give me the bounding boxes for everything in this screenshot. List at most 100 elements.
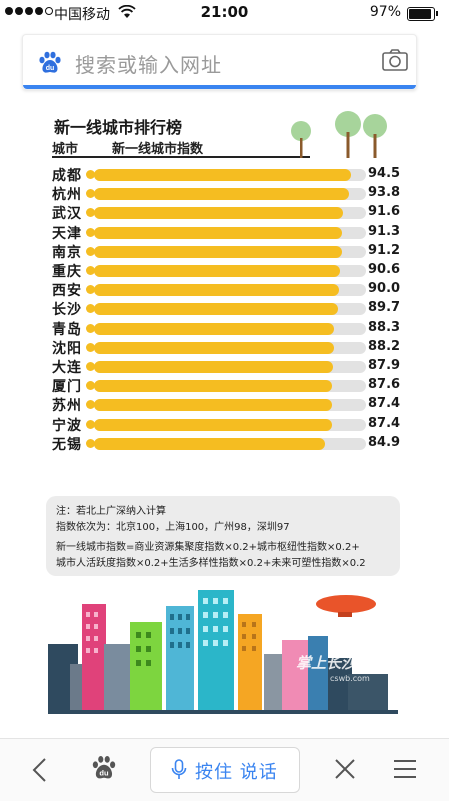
bullet-dot-icon [86,227,95,237]
ranking-row: 成都 94.5 [38,164,408,186]
index-bar [94,188,349,201]
chart-title: 新一线城市排行榜 [54,118,183,137]
tree-icon [291,121,311,158]
index-bar [94,361,333,373]
bullet-dot-icon [86,362,95,371]
city-label: 沈阳 [52,340,82,357]
index-value: 91.2 [368,242,401,258]
bullet-dot-icon [86,323,95,333]
ranking-row: 西安 90.0 [38,279,408,301]
signal-strength-icon [5,7,53,15]
city-label: 宁波 [52,417,82,434]
index-value: 94.5 [368,166,401,181]
city-label: 青岛 [52,321,82,338]
index-bar [94,437,325,450]
status-clock: 21:00 [200,3,249,21]
carrier-name: 中国移动 [54,7,110,23]
city-label: 重庆 [52,264,82,280]
tree-icon [363,114,387,158]
ranking-row: 长沙 89.7 [38,298,408,320]
city-label: 南京 [52,244,82,261]
city-label: 厦门 [52,379,82,396]
index-bar [94,284,339,297]
index-value: 93.8 [368,185,401,201]
index-bar [94,226,342,239]
ranking-row: 南京 91.2 [38,241,408,263]
ranking-row: 苏州 87.4 [38,394,408,416]
city-label: 成都 [52,168,82,184]
bullet-dot-icon [86,400,95,410]
index-bar [94,380,332,393]
microphone-icon [171,759,187,785]
ranking-row: 无锡 84.9 [38,433,408,455]
battery-percentage: 97% [369,4,401,20]
column-header-city: 城市 [52,142,79,157]
index-bar [94,418,332,431]
watermark-url: cswb.com [330,674,370,683]
index-bar [94,245,342,258]
index-value: 88.2 [368,338,401,354]
ranking-row: 厦门 87.6 [38,375,408,397]
menu-icon[interactable] [393,759,417,783]
baidu-home-icon[interactable]: du [90,755,118,785]
voice-input-button[interactable]: 按住 说话 [150,747,300,793]
bullet-dot-icon [86,170,95,179]
index-value: 87.9 [368,358,401,373]
note-line: 指数依次为：北京100，上海100，广州98，深圳97 [56,522,290,533]
bullet-dot-icon [86,342,95,352]
formula-line: 城市人活跃度指数×0.2+生活多样性指数×0.2+未来可塑性指数×0.2 [56,558,366,569]
city-label: 天津 [52,225,82,242]
bullet-dot-icon [86,266,95,275]
bullet-dot-icon [86,438,95,448]
city-label: 无锡 [52,436,82,453]
index-bar [94,207,343,220]
close-icon[interactable] [334,758,356,784]
city-skyline-illustration [48,590,398,714]
svg-text:du: du [46,65,55,72]
index-value: 84.9 [368,434,401,450]
index-bar [94,169,351,181]
ranking-row: 沈阳 88.2 [38,337,408,359]
status-bar: 中国移动 21:00 97% [0,0,449,26]
note-line: 注：若北上广深纳入计算 [56,506,166,517]
index-value: 87.6 [368,377,401,393]
index-bar [94,265,340,277]
bullet-dot-icon [86,246,95,256]
index-value: 90.6 [368,262,401,277]
index-value: 89.7 [368,300,401,316]
bullet-dot-icon [86,285,95,295]
notes-box: 注：若北上广深纳入计算 指数依次为：北京100，上海100，广州98，深圳97 … [46,496,400,576]
index-bar [94,399,332,412]
ranking-row: 武汉 91.6 [38,202,408,224]
index-value: 90.0 [368,281,401,297]
index-value: 87.4 [368,415,401,431]
ranking-row: 大连 87.9 [38,356,408,378]
back-icon[interactable] [30,757,50,787]
search-progress-bar [23,85,416,89]
bullet-dot-icon [86,189,95,199]
infographic-image: 新一线城市排行榜 城市 新一线城市指数 成都 94.5 杭州 93.8 武汉 91.6 天津… [38,104,408,716]
ranking-row: 青岛 88.3 [38,318,408,340]
bullet-dot-icon [86,419,95,429]
index-value: 91.3 [368,223,401,239]
index-bar [94,303,338,316]
formula-line: 新一线城市指数=商业资源集聚度指数×0.2+城市枢纽性指数×0.2+ [56,542,360,553]
index-value: 91.6 [368,204,401,220]
camera-icon[interactable] [382,49,408,75]
ranking-row: 杭州 93.8 [38,183,408,205]
city-label: 西安 [52,283,82,300]
index-value: 88.3 [368,319,401,335]
baidu-paw-icon[interactable]: du [37,51,63,79]
bottom-toolbar: du 按住 说话 [0,738,449,801]
tree-icon [335,111,361,158]
wifi-icon [118,4,136,23]
bullet-dot-icon [86,208,95,218]
column-header-index: 新一线城市指数 [112,142,204,157]
search-input[interactable]: 搜索或输入网址 [75,53,222,77]
city-label: 杭州 [52,187,82,204]
index-value: 87.4 [368,396,401,412]
svg-text:du: du [99,769,109,778]
bullet-dot-icon [86,304,95,314]
search-bar[interactable]: du 搜索或输入网址 [22,34,417,90]
city-label: 苏州 [52,398,82,415]
